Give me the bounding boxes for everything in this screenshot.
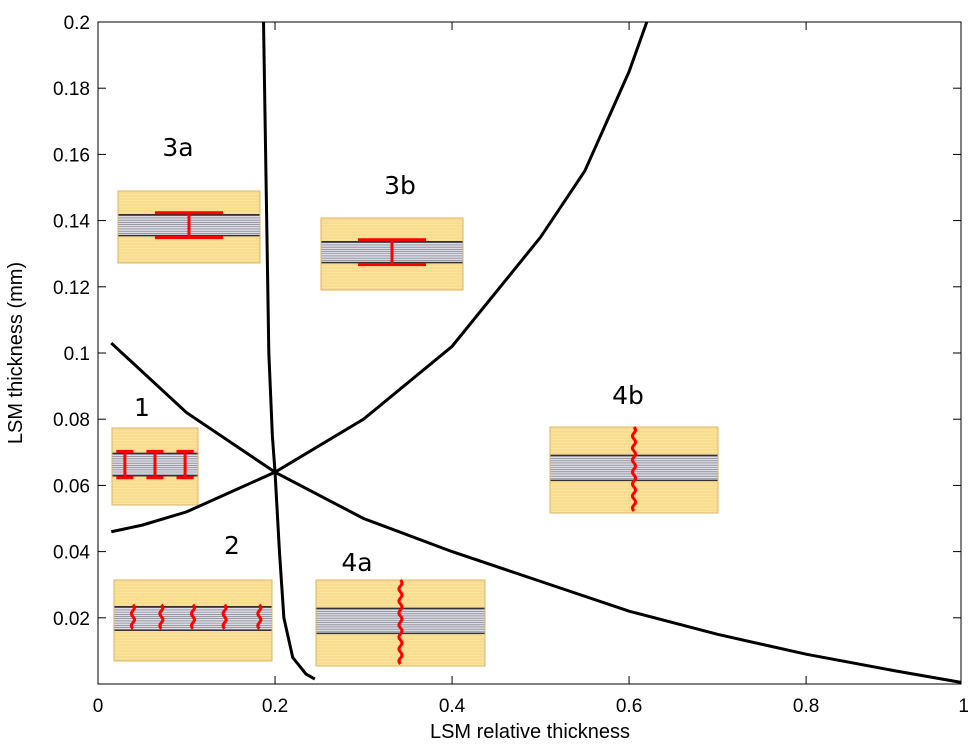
y-tick-label: 0.12 xyxy=(53,278,90,299)
y-axis-title: LSM thickness (mm) xyxy=(5,262,27,444)
y-tick-label: 0.04 xyxy=(53,543,90,564)
y-tick-label: 0.2 xyxy=(64,13,90,34)
inset-diagram xyxy=(321,218,463,290)
crack xyxy=(399,580,402,664)
y-tick-label: 0.18 xyxy=(53,79,90,100)
region-label: 2 xyxy=(224,531,240,560)
x-tick-label: 0.4 xyxy=(439,696,466,717)
region-label: 4b xyxy=(612,381,644,410)
inset-diagram xyxy=(550,427,718,513)
x-tick-label: 1 xyxy=(958,696,969,717)
region-label: 4a xyxy=(341,548,372,577)
inset-diagram xyxy=(316,580,485,666)
y-tick-label: 0.06 xyxy=(53,476,90,497)
y-tick-label: 0.08 xyxy=(53,410,90,431)
y-tick-label: 0.1 xyxy=(64,344,90,365)
chart: LSM relative thickness LSM thickness (mm… xyxy=(0,0,969,749)
x-tick-label: 0 xyxy=(93,696,104,717)
y-tick-label: 0.16 xyxy=(53,145,90,166)
x-tick-label: 0.2 xyxy=(262,696,288,717)
region-label: 3b xyxy=(384,171,416,200)
inset-diagram xyxy=(114,580,272,661)
inset-diagram xyxy=(118,191,260,263)
region-label: 3a xyxy=(162,133,193,162)
x-tick-label: 0.6 xyxy=(616,696,642,717)
inset-diagram xyxy=(112,428,198,505)
x-axis-title: LSM relative thickness xyxy=(430,721,630,743)
x-tick-label: 0.8 xyxy=(793,696,819,717)
y-tick-label: 0.02 xyxy=(53,609,90,630)
y-tick-label: 0.14 xyxy=(53,212,90,233)
crack xyxy=(633,427,636,511)
region-label: 1 xyxy=(134,393,150,422)
